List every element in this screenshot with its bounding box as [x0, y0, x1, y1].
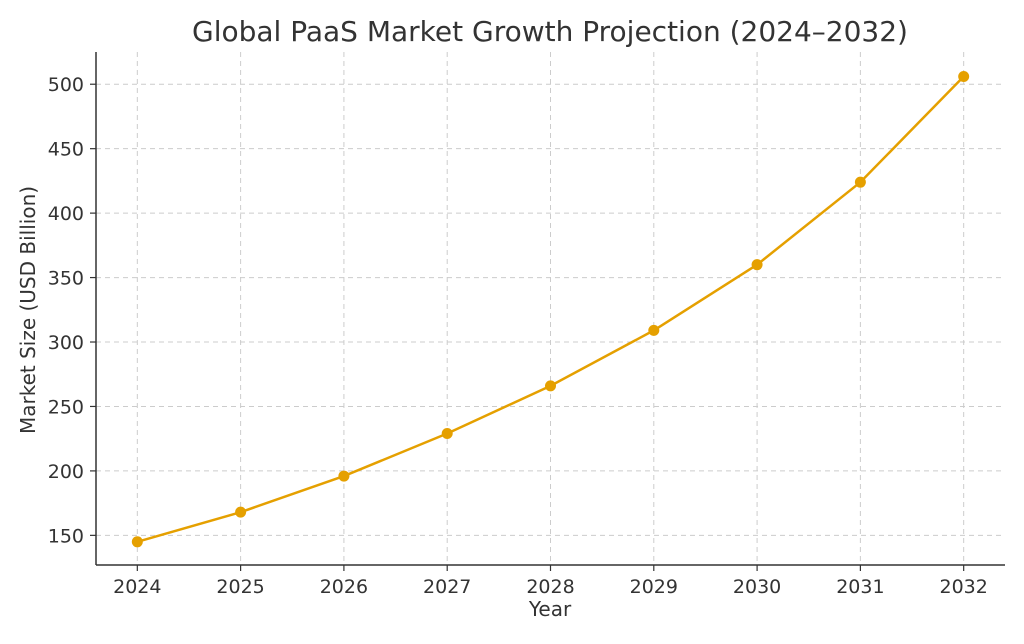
- data-point-2026: [338, 470, 350, 482]
- y-axis-title: Market Size (USD Billion): [16, 186, 40, 434]
- x-tick-label: 2030: [733, 576, 781, 598]
- x-tick-label: 2029: [630, 576, 678, 598]
- x-tick-label: 2024: [113, 576, 161, 598]
- y-tick-label: 350: [48, 268, 84, 290]
- y-tick-label: 300: [48, 332, 84, 354]
- x-tick-label: 2027: [423, 576, 471, 598]
- x-tick-label: 2028: [526, 576, 574, 598]
- data-point-2031: [854, 176, 866, 188]
- y-tick-label: 400: [48, 203, 84, 225]
- y-tick-label: 450: [48, 139, 84, 161]
- x-axis-title: Year: [528, 597, 572, 621]
- series: [131, 70, 970, 548]
- data-point-2032: [958, 70, 970, 82]
- data-point-2030: [751, 259, 763, 271]
- chart-title: Global PaaS Market Growth Projection (20…: [192, 15, 908, 48]
- x-tick-label: 2025: [216, 576, 264, 598]
- data-point-2024: [131, 536, 143, 548]
- y-tick-label: 500: [48, 74, 84, 96]
- x-tick-label: 2031: [836, 576, 884, 598]
- data-point-2028: [545, 380, 556, 392]
- x-tick-label: 2026: [320, 576, 368, 598]
- y-tick-label: 200: [48, 461, 84, 483]
- y-tick-label: 250: [48, 396, 84, 418]
- y-tick-label: 150: [48, 525, 84, 547]
- data-point-2025: [235, 506, 247, 518]
- data-point-2029: [648, 324, 660, 336]
- ticks: 2024 2025 2026 2027 2028 2029 2030 2031 2032 150 2…: [48, 74, 988, 598]
- x-tick-label: 2032: [940, 576, 988, 598]
- grid: [96, 52, 1005, 565]
- data-point-2027: [441, 428, 453, 440]
